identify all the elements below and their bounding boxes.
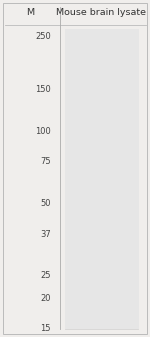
Text: 150: 150 [35, 85, 51, 94]
Text: 20: 20 [40, 294, 51, 303]
Text: 15: 15 [40, 324, 51, 333]
Text: 75: 75 [40, 157, 51, 166]
Text: 37: 37 [40, 231, 51, 239]
Bar [64, 29, 138, 329]
Text: 50: 50 [40, 199, 51, 208]
Text: M: M [26, 8, 34, 17]
Text: 100: 100 [35, 127, 51, 136]
Text: 250: 250 [35, 32, 51, 41]
Text: 25: 25 [40, 271, 51, 280]
Text: Mouse brain lysate: Mouse brain lysate [56, 8, 146, 17]
